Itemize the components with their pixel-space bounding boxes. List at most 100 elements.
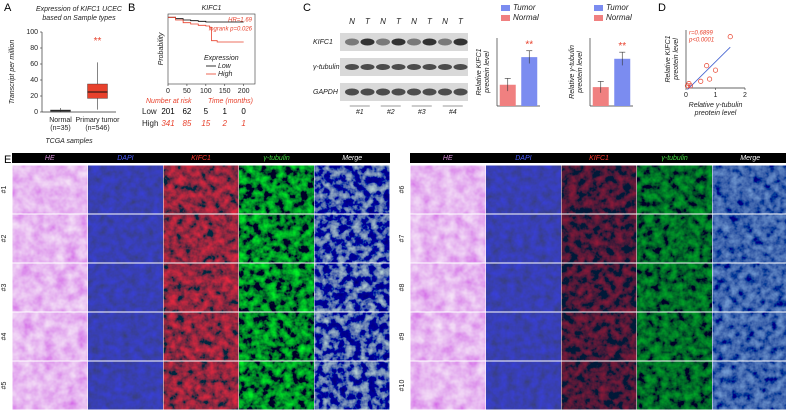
legend-label: High bbox=[218, 71, 233, 78]
micrograph bbox=[637, 214, 712, 263]
micrograph bbox=[314, 165, 390, 214]
micrograph bbox=[88, 312, 163, 361]
risk-count: 2 bbox=[222, 119, 228, 128]
micrograph bbox=[637, 165, 712, 214]
row-label: KIFC1 bbox=[313, 39, 333, 46]
risk-title: Number at risk bbox=[146, 98, 192, 105]
x-axis-label: Relative γ-tubulin bbox=[689, 102, 743, 109]
column-header: DAPI bbox=[515, 155, 531, 162]
risk-count: 15 bbox=[201, 119, 210, 128]
blot-band bbox=[422, 88, 437, 96]
lane-label: N bbox=[349, 17, 355, 26]
annotation: HR=1.69 bbox=[228, 18, 253, 24]
point bbox=[704, 63, 710, 69]
risk-count: 5 bbox=[204, 107, 209, 116]
blot-band bbox=[438, 88, 452, 96]
blot-band bbox=[407, 64, 421, 70]
legend-title: Expression bbox=[204, 55, 239, 62]
micrograph bbox=[712, 214, 786, 263]
micrograph bbox=[486, 214, 561, 263]
blot-band bbox=[360, 64, 375, 70]
blot-band bbox=[453, 38, 468, 46]
risk-row-label: Low bbox=[142, 107, 157, 116]
x-tick-label: Primary tumor bbox=[76, 117, 121, 124]
micrograph bbox=[561, 361, 637, 410]
y-tick-label: 0 bbox=[34, 109, 38, 116]
y-axis-label: Probability bbox=[158, 32, 165, 65]
row-label: #6 bbox=[399, 186, 406, 194]
survival-line bbox=[168, 16, 244, 43]
y-axis-label: Relative KIFC1 bbox=[665, 35, 672, 82]
micrograph bbox=[410, 312, 486, 361]
x-tick-label: 100 bbox=[200, 88, 212, 95]
risk-count: 1 bbox=[241, 119, 245, 128]
micrograph bbox=[712, 165, 786, 214]
row-label: #2 bbox=[1, 235, 8, 243]
column-header: Merge bbox=[740, 155, 760, 162]
blot-band bbox=[376, 64, 390, 70]
bar bbox=[614, 58, 631, 106]
significance: ** bbox=[525, 39, 533, 50]
micrograph bbox=[637, 312, 712, 361]
blot-band bbox=[345, 64, 359, 70]
column-header: γ-tubulin bbox=[263, 155, 290, 162]
blot-band bbox=[422, 38, 437, 46]
x-axis-label: preotein level bbox=[694, 110, 737, 117]
risk-count: 1 bbox=[223, 107, 228, 116]
lane-label: N bbox=[380, 17, 386, 26]
x-tick-label: 0 bbox=[166, 88, 170, 95]
micrograph bbox=[486, 165, 561, 214]
row-label: #3 bbox=[1, 284, 8, 292]
chart-title: Expression of KIFC1 UCEC bbox=[36, 6, 123, 13]
micrograph bbox=[88, 165, 163, 214]
micrograph bbox=[712, 263, 786, 312]
blot-band bbox=[360, 88, 375, 96]
x-tick-label: Normal bbox=[49, 117, 72, 124]
micrograph bbox=[410, 263, 486, 312]
lane-label: N bbox=[411, 17, 417, 26]
row-label: #8 bbox=[399, 284, 406, 292]
micrograph bbox=[239, 312, 314, 361]
y-axis-label: preotein level bbox=[673, 38, 680, 81]
legend-label: Tumor bbox=[513, 3, 536, 12]
point bbox=[687, 83, 693, 89]
blot-band bbox=[453, 88, 468, 96]
panel-label: D bbox=[658, 2, 666, 14]
bar bbox=[592, 87, 609, 106]
micrograph bbox=[637, 361, 712, 410]
bar bbox=[521, 57, 538, 106]
header-bar bbox=[410, 153, 786, 163]
blot-band bbox=[438, 38, 452, 46]
micrograph bbox=[163, 361, 239, 410]
blot-band bbox=[453, 64, 468, 70]
y-tick-label: 80 bbox=[30, 45, 38, 52]
legend-label: Normal bbox=[606, 13, 632, 22]
column-header: HE bbox=[443, 155, 453, 162]
significance: ** bbox=[618, 41, 626, 52]
blot-band bbox=[376, 88, 390, 96]
blot-band bbox=[391, 38, 406, 46]
chart-title: KIFC1 bbox=[202, 5, 222, 12]
legend-swatch bbox=[501, 5, 510, 11]
micrograph bbox=[561, 165, 637, 214]
x-tick-label: (n=35) bbox=[50, 125, 70, 132]
micrograph bbox=[314, 214, 390, 263]
annotation: logrank p=0.026 bbox=[209, 27, 253, 33]
x-tick-label: 0 bbox=[684, 92, 688, 99]
micrograph bbox=[486, 312, 561, 361]
header-bar bbox=[12, 153, 390, 163]
row-label: #5 bbox=[1, 382, 8, 390]
row-label: γ-tubulin bbox=[313, 64, 340, 71]
plot-frame bbox=[167, 13, 256, 85]
risk-count: 85 bbox=[182, 119, 191, 128]
column-header: HE bbox=[45, 155, 55, 162]
fit-line bbox=[687, 46, 731, 90]
blot-band bbox=[345, 38, 359, 46]
pair-label: #4 bbox=[449, 109, 457, 116]
blot-band bbox=[438, 64, 452, 70]
bar bbox=[499, 84, 516, 106]
legend-label: Low bbox=[218, 63, 232, 70]
risk-row-label: High bbox=[142, 119, 158, 128]
y-tick-label: 20 bbox=[30, 93, 38, 100]
